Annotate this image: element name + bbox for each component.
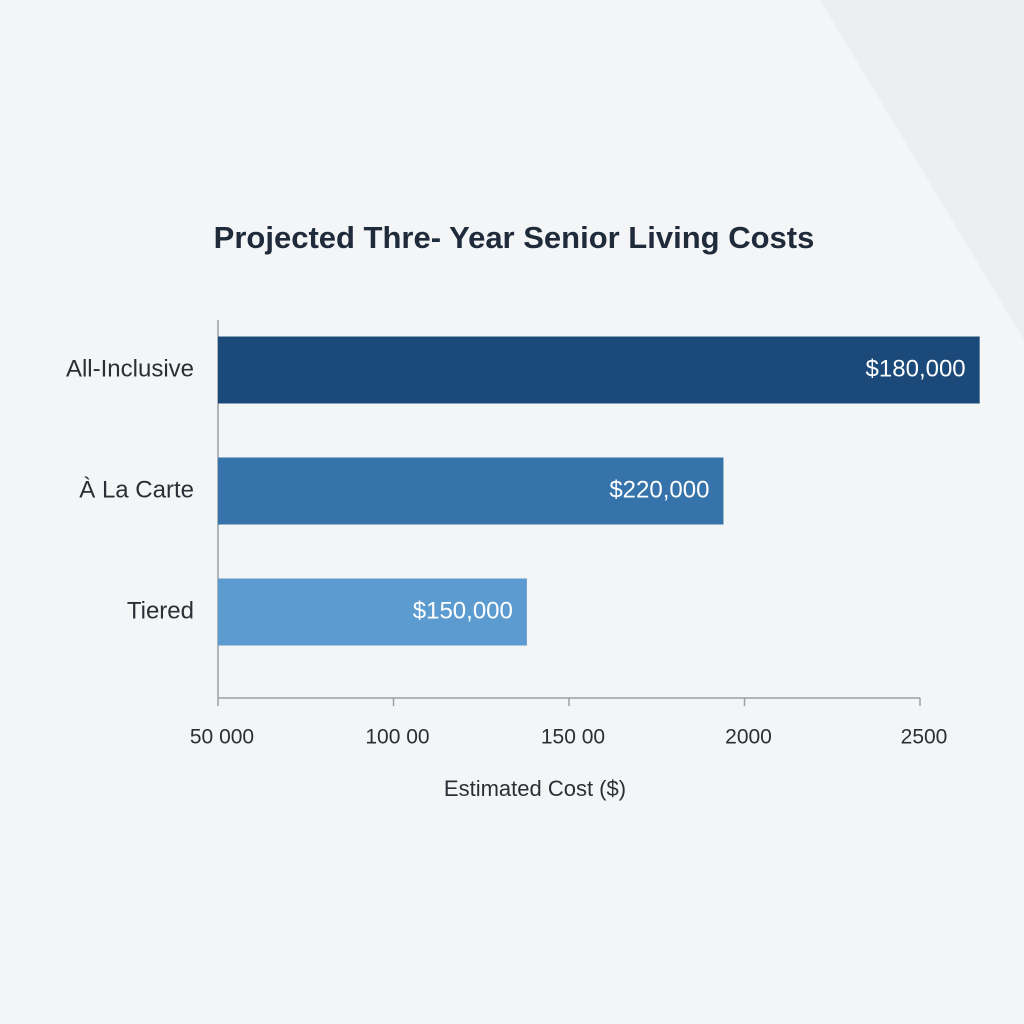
bar (218, 336, 980, 404)
x-tick-label: 100 00 (365, 726, 429, 749)
x-tick-label: 150 00 (541, 726, 605, 749)
chart-title: Projected Thre- Year Senior Living Costs (214, 220, 815, 255)
x-tick-label: 2500 (901, 726, 948, 749)
category-label: À La Carte (79, 476, 194, 503)
x-tick-label: 2000 (725, 726, 772, 749)
value-label: $180,000 (866, 355, 966, 382)
paper-shadow (820, 0, 1024, 340)
category-label: Tiered (127, 597, 194, 624)
bar (218, 578, 527, 646)
x-tick-label: 50 000 (190, 726, 254, 749)
x-axis-label: Estimated Cost ($) (444, 776, 626, 801)
category-label: All-Inclusive (66, 355, 194, 382)
bar (218, 457, 724, 525)
value-label: $220,000 (609, 476, 709, 503)
value-label: $150,000 (413, 597, 513, 624)
